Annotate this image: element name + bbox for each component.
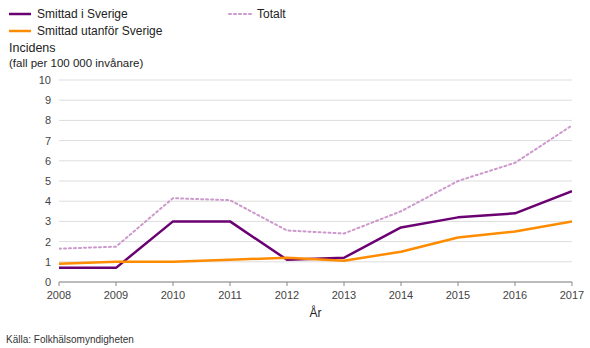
x-tick-label: 2009 xyxy=(104,289,128,301)
legend-label: Smittad i Sverige xyxy=(37,7,128,21)
x-tick-label: 2011 xyxy=(218,289,242,301)
series-line xyxy=(59,221,572,263)
legend-item: Smittad i Sverige xyxy=(9,7,128,21)
y-tick-label: 3 xyxy=(45,215,51,227)
y-tick-label: 6 xyxy=(45,155,51,167)
x-tick xyxy=(458,282,459,286)
series-line xyxy=(59,125,572,248)
grid-line xyxy=(59,100,572,101)
x-tick xyxy=(287,282,288,286)
plot-area xyxy=(59,125,572,267)
y-tick-label: 9 xyxy=(45,94,51,106)
legend-label: Totalt xyxy=(257,7,286,21)
x-axis-label: År xyxy=(310,305,322,320)
legend-swatch xyxy=(9,13,31,16)
x-tick-label: 2017 xyxy=(560,289,584,301)
grid-line xyxy=(59,282,572,283)
x-tick-label: 2016 xyxy=(503,289,527,301)
grid-line xyxy=(59,221,572,222)
x-tick xyxy=(59,282,60,286)
legend-swatch xyxy=(229,13,251,15)
grid-line xyxy=(59,80,572,81)
y-tick-label: 10 xyxy=(39,74,51,86)
x-tick xyxy=(116,282,117,286)
x-tick-label: 2010 xyxy=(161,289,185,301)
x-tick-label: 2014 xyxy=(389,289,413,301)
x-tick xyxy=(401,282,402,286)
grid-line xyxy=(59,181,572,182)
y-tick-label: 7 xyxy=(45,135,51,147)
legend-item: Totalt xyxy=(229,7,286,21)
y-tick-label: 8 xyxy=(45,114,51,126)
y-tick-label: 1 xyxy=(45,256,51,268)
x-tick-label: 2015 xyxy=(446,289,470,301)
grid-line xyxy=(59,160,572,161)
grid-line xyxy=(59,201,572,202)
x-tick-label: 2013 xyxy=(332,289,356,301)
x-tick xyxy=(344,282,345,286)
y-axis-label: Incidens xyxy=(9,41,56,55)
y-tick-label: 5 xyxy=(45,175,51,187)
legend-item: Smittad utanför Sverige xyxy=(9,24,163,38)
y-axis-label: (fall per 100 000 invånare) xyxy=(9,57,143,69)
x-tick xyxy=(572,282,573,286)
x-tick xyxy=(173,282,174,286)
chart: Smittad i Sverige Smittad utanför Sverige… xyxy=(0,0,590,348)
grid xyxy=(59,80,572,282)
x-axis-line xyxy=(59,282,572,283)
legend-swatch xyxy=(9,30,31,33)
x-tick xyxy=(230,282,231,286)
y-tick-label: 2 xyxy=(45,236,51,248)
grid-line xyxy=(59,140,572,141)
grid-line xyxy=(59,241,572,242)
legend: Smittad i Sverige Smittad utanför Sverige… xyxy=(9,7,286,38)
grid-line xyxy=(59,120,572,121)
y-tick-label: 4 xyxy=(45,195,51,207)
series-line xyxy=(59,191,572,268)
x-tick xyxy=(515,282,516,286)
legend-label: Smittad utanför Sverige xyxy=(37,24,163,38)
x-tick-label: 2012 xyxy=(275,289,299,301)
y-tick-label: 0 xyxy=(45,276,51,288)
source: Källa: Folkhälsomyndigheten xyxy=(6,334,134,345)
x-tick-label: 2008 xyxy=(47,289,71,301)
